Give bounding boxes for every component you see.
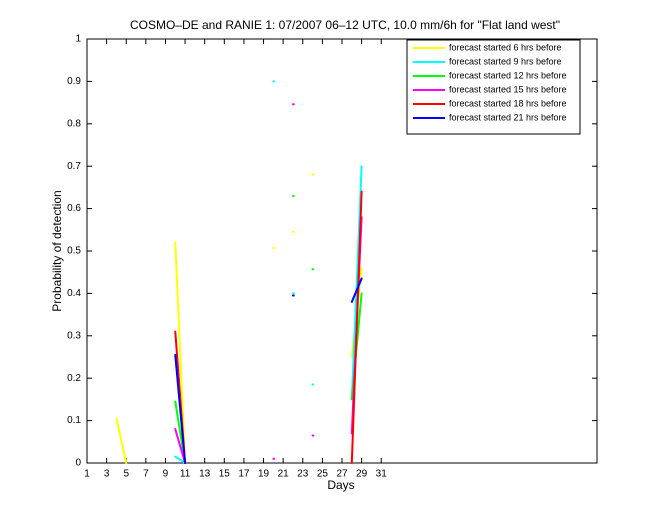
series-line [350, 165, 363, 401]
x-tick-label: 25 [317, 469, 329, 480]
y-tick-label: 0.7 [67, 161, 81, 172]
x-tick-label: 31 [376, 469, 388, 480]
x-tick-label: 19 [258, 469, 270, 480]
x-tick-label: 9 [163, 469, 169, 480]
series-line [115, 417, 128, 464]
series-line [174, 353, 187, 464]
x-axis-label: Days [327, 478, 354, 492]
x-tick-label: 1 [84, 469, 90, 480]
y-tick-label: 0.8 [67, 118, 81, 129]
y-tick-label: 0.6 [67, 203, 81, 214]
legend-label: forecast started 21 hrs before [449, 112, 567, 122]
x-tick-label: 27 [336, 469, 348, 480]
x-tick-label: 11 [180, 469, 191, 480]
chart-title: COSMO–DE and RANIE 1: 07/2007 06–12 UTC,… [130, 18, 560, 32]
legend-label: forecast started 12 hrs before [449, 70, 567, 80]
x-tick-label: 21 [278, 469, 290, 480]
x-tick-label: 29 [356, 469, 368, 480]
legend-label: forecast started 9 hrs before [449, 56, 562, 66]
y-tick-label: 0.4 [67, 288, 81, 299]
y-tick-label: 0.2 [67, 373, 81, 384]
series-line [350, 277, 363, 303]
series-line [174, 241, 187, 464]
x-tick-label: 23 [297, 469, 309, 480]
y-tick-label: 0 [75, 458, 81, 469]
legend-label: forecast started 18 hrs before [449, 98, 567, 108]
legend-label: forecast started 6 hrs before [449, 42, 562, 52]
x-tick-label: 17 [238, 469, 250, 480]
y-tick-label: 0.1 [67, 415, 81, 426]
y-tick-label: 0.9 [67, 76, 81, 87]
x-tick-label: 13 [199, 469, 211, 480]
x-tick-label: 7 [143, 469, 149, 480]
x-tick-label: 3 [104, 469, 110, 480]
y-tick-label: 0.3 [67, 330, 81, 341]
series-line [350, 190, 363, 464]
y-tick-label: 1 [75, 34, 81, 45]
series-line [174, 428, 187, 464]
y-axis-label: Probability of detection [50, 190, 64, 311]
legend-label: forecast started 15 hrs before [449, 84, 567, 94]
series-line [174, 455, 187, 464]
x-tick-label: 5 [123, 469, 129, 480]
y-tick-label: 0.5 [67, 246, 81, 257]
x-tick-label: 15 [219, 469, 231, 480]
